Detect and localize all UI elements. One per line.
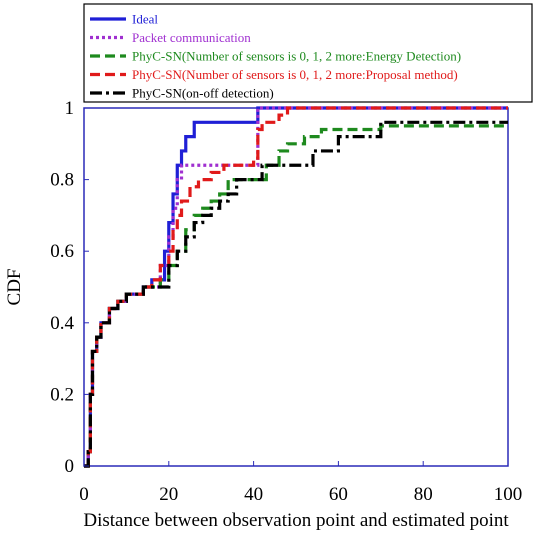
series-line-5 xyxy=(84,120,508,468)
y-tick-label: 0 xyxy=(65,456,75,477)
y-tick-label: 0.8 xyxy=(50,170,74,191)
y-tick-label: 0.2 xyxy=(50,384,74,405)
legend-label-1: Ideal xyxy=(132,12,158,27)
series-line-4 xyxy=(84,106,508,468)
x-axis-title: Distance between observation point and e… xyxy=(83,510,509,531)
tick-layer: 0 20 40 60 80 100 0 0.2 0.4 0.6 0.8 1 xyxy=(50,98,522,505)
legend-box xyxy=(83,3,533,103)
x-tick-label: 100 xyxy=(494,484,523,505)
legend-label-5: PhyC-SN(on-off detection) xyxy=(132,86,274,101)
y-tick-label: 1 xyxy=(65,98,75,119)
legend-label-2: Packet communication xyxy=(132,30,251,45)
x-tick-label: 60 xyxy=(329,484,348,505)
x-tick-label: 20 xyxy=(159,484,178,505)
x-tick-label: 80 xyxy=(414,484,433,505)
legend-items: Ideal Packet communication PhyC-SN(Number … xyxy=(90,12,461,101)
y-tick-label: 0.4 xyxy=(50,313,74,334)
series-layer xyxy=(84,106,508,468)
x-tick-label: 40 xyxy=(244,484,263,505)
y-tick-label: 0.6 xyxy=(50,241,74,262)
y-axis-title: CDF xyxy=(4,269,25,306)
legend-label-3: PhyC-SN(Number of sensors is 0, 1, 2 mor… xyxy=(132,49,461,64)
series-line-3 xyxy=(84,124,508,468)
legend: Ideal Packet communication PhyC-SN(Number … xyxy=(83,3,533,103)
x-tick-label: 0 xyxy=(79,484,89,505)
legend-label-4: PhyC-SN(Number of sensors is 0, 1, 2 mor… xyxy=(132,67,458,82)
